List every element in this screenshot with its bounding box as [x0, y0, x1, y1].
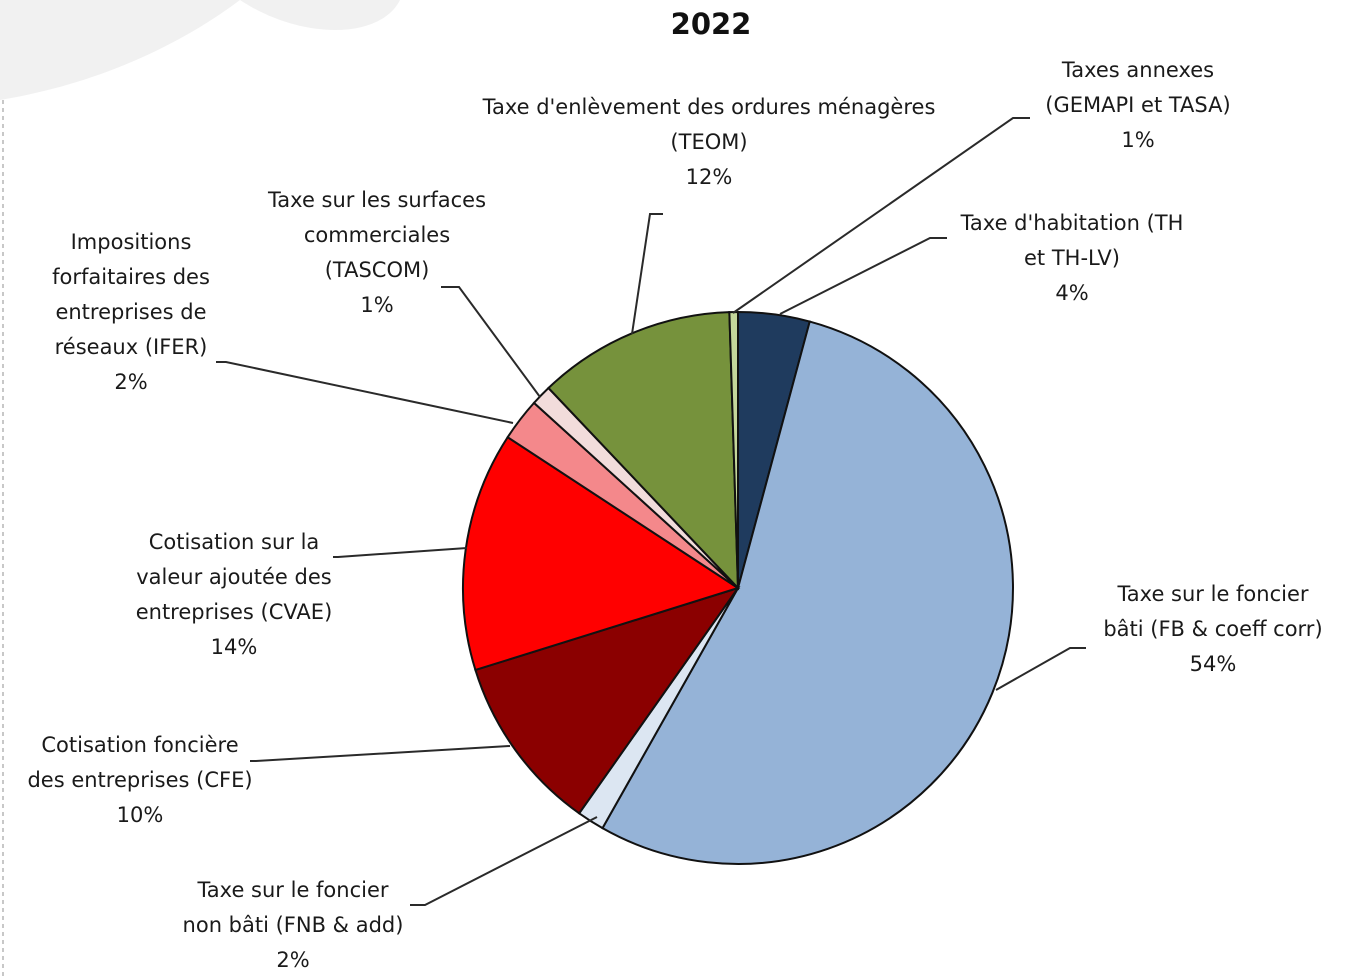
- pie-slice-3: [474, 586, 741, 815]
- leader-line-3: [250, 745, 511, 762]
- slice-label-line: bâti (FB & coeff corr): [1103, 617, 1322, 641]
- slice-label-line: Taxe sur le foncier: [1116, 582, 1308, 606]
- slice-percent: 4%: [1055, 281, 1088, 305]
- slice-label-line: non bâti (FNB & add): [183, 913, 404, 937]
- slice-label-line: Taxe d'enlèvement des ordures ménagères: [482, 95, 936, 119]
- slice-label-1: Taxe sur le foncier bâti (FB & coeff corr…: [1103, 582, 1322, 676]
- slice-label-line: des entreprises (CFE): [27, 768, 252, 792]
- slice-label-4: Cotisation sur la valeur ajoutée des entre…: [136, 530, 333, 659]
- slice-label-line: (TASCOM): [325, 258, 430, 282]
- slice-label-5: Impositions forfaitaires des entreprises d…: [52, 230, 210, 394]
- pie-slice-1: [601, 320, 1014, 865]
- slice-percent: 54%: [1190, 652, 1237, 676]
- leader-line-4: [333, 547, 468, 558]
- slice-label-7: Taxe d'enlèvement des ordures ménagères (…: [482, 95, 936, 189]
- slice-label-line: Taxe d'habitation (TH: [960, 211, 1184, 235]
- pie-slice-4: [462, 435, 741, 672]
- slice-label-2: Taxe sur le foncier non bâti (FNB & add) 2…: [183, 878, 404, 972]
- slice-label-line: commerciales: [304, 223, 450, 247]
- slice-label-3: Cotisation foncière des entreprises (CFE)…: [27, 733, 252, 827]
- slice-label-line: Taxes annexes: [1061, 58, 1214, 82]
- slice-percent: 12%: [686, 165, 733, 189]
- slice-label-line: et TH-LV): [1024, 246, 1120, 270]
- slice-label-line: (GEMAPI et TASA): [1045, 93, 1230, 117]
- slice-label-line: valeur ajoutée des: [136, 565, 331, 589]
- slice-label-line: forfaitaires des: [52, 265, 210, 289]
- chart-title: 2022: [671, 7, 752, 41]
- slice-percent: 10%: [117, 803, 164, 827]
- slice-label-line: entreprises de: [55, 300, 206, 324]
- leader-line-5: [216, 361, 514, 424]
- slice-label-8: Taxes annexes (GEMAPI et TASA) 1%: [1045, 58, 1230, 152]
- slice-label-line: réseaux (IFER): [55, 335, 208, 359]
- slice-percent: 14%: [211, 635, 258, 659]
- decorative-cloud: [0, 0, 400, 100]
- slice-label-line: Taxe sur le foncier: [196, 878, 388, 902]
- slice-percent: 2%: [114, 370, 147, 394]
- leader-line-7: [631, 213, 663, 335]
- slice-label-6: Taxe sur les surfaces commerciales (TASCOM…: [267, 188, 486, 317]
- slice-label-line: Cotisation foncière: [41, 733, 238, 757]
- slice-label-0: Taxe d'habitation (TH et TH-LV) 4%: [960, 211, 1184, 305]
- slice-percent: 2%: [276, 948, 309, 972]
- slice-label-line: entreprises (CVAE): [136, 600, 333, 624]
- slice-percent: 1%: [360, 293, 393, 317]
- leader-line-8: [732, 117, 1030, 314]
- slice-label-line: Impositions: [71, 230, 192, 254]
- slice-label-line: Taxe sur les surfaces: [267, 188, 486, 212]
- slice-label-line: Cotisation sur la: [149, 530, 320, 554]
- leader-line-0: [779, 237, 947, 315]
- leader-line-2: [410, 816, 598, 906]
- slice-label-line: (TEOM): [670, 130, 747, 154]
- slice-percent: 1%: [1121, 128, 1154, 152]
- leader-line-6: [441, 286, 541, 398]
- leader-line-1: [995, 647, 1086, 691]
